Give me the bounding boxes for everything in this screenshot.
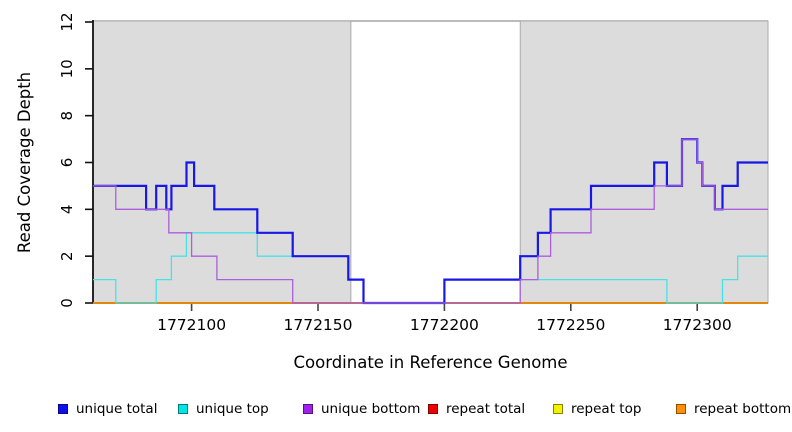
x-tick-label: 1772150	[283, 316, 352, 334]
legend-swatch-icon	[428, 404, 438, 414]
legend-swatch-icon	[178, 404, 188, 414]
legend-label: repeat bottom	[694, 401, 792, 417]
y-tick-label: 0	[58, 298, 76, 308]
masked-region	[92, 20, 352, 304]
legend-label: repeat top	[571, 401, 642, 417]
legend-label: unique total	[76, 401, 158, 417]
legend-item-repeat-total: repeat total	[428, 398, 525, 420]
y-tick-label: 8	[58, 111, 76, 121]
x-tick-label: 1772300	[663, 316, 732, 334]
legend-label: unique bottom	[321, 401, 421, 417]
y-tick-label: 4	[58, 205, 76, 215]
y-tick-label: 12	[58, 12, 76, 31]
legend-item-repeat-bottom: repeat bottom	[676, 398, 791, 420]
x-tick-label: 1772100	[157, 316, 226, 334]
y-tick-label: 2	[58, 251, 76, 261]
y-tick-label: 6	[58, 158, 76, 168]
legend-item-repeat-top: repeat top	[553, 398, 641, 420]
legend-item-unique-top: unique top	[178, 398, 269, 420]
coverage-chart: 0 2 4 6 8 10 12 1772100 1772150 1772200 1772250 177…	[15, 12, 769, 372]
legend-swatch-icon	[303, 404, 313, 414]
x-axis-title: Coordinate in Reference Genome	[293, 353, 567, 372]
legend-label: repeat total	[446, 401, 526, 417]
series-unique-bottom-line	[93, 138, 768, 304]
legend-swatch-icon	[553, 404, 563, 414]
masked-region	[519, 20, 769, 304]
y-tick-label: 10	[58, 59, 76, 78]
legend-item-unique-bottom: unique bottom	[303, 398, 420, 420]
legend-item-unique-total: unique total	[58, 398, 157, 420]
legend-label: unique top	[196, 401, 269, 417]
y-axis-title: Read Coverage Depth	[15, 72, 34, 253]
x-tick-label: 1772250	[536, 316, 605, 334]
legend-swatch-icon	[676, 404, 686, 414]
x-tick-label: 1772200	[410, 316, 479, 334]
legend-swatch-icon	[58, 404, 68, 414]
chart-legend: unique total unique top unique bottom repea…	[0, 398, 792, 424]
